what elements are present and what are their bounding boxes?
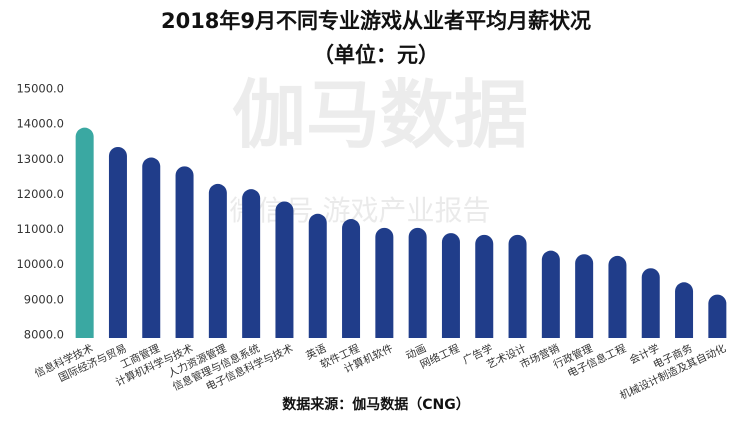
bar <box>408 227 427 338</box>
bar <box>575 254 594 338</box>
bar <box>308 213 327 338</box>
bar <box>275 201 294 338</box>
y-tick-label: 10000.0 <box>16 257 64 271</box>
y-tick-label: 14000.0 <box>16 117 64 131</box>
bar <box>75 127 94 338</box>
bar <box>675 282 694 338</box>
bar <box>708 294 727 338</box>
bar <box>208 183 227 338</box>
bar <box>342 219 361 338</box>
chart-subtitle: （单位：元） <box>313 43 439 67</box>
bar <box>375 227 394 338</box>
y-tick-label: 11000.0 <box>16 222 64 236</box>
y-tick-label: 12000.0 <box>16 187 64 201</box>
bar <box>142 157 161 338</box>
bar <box>608 255 627 338</box>
chart-title: 2018年9月不同专业游戏从业者平均月薪状况 <box>161 9 591 33</box>
watermark: 伽马数据 <box>232 73 528 159</box>
bar <box>508 234 527 338</box>
y-tick-label: 9000.0 <box>24 292 64 306</box>
y-tick-label: 15000.0 <box>16 82 64 96</box>
y-tick-label: 13000.0 <box>16 152 64 166</box>
bar <box>441 233 460 338</box>
bar <box>541 250 560 338</box>
watermark-sub: 微信号 游戏产业报告 <box>230 194 491 227</box>
y-tick-label: 8000.0 <box>24 328 64 342</box>
bar <box>242 189 261 338</box>
bar <box>641 268 660 338</box>
source-note: 数据来源：伽马数据（CNG） <box>282 396 469 413</box>
bar <box>475 234 494 338</box>
bar <box>175 166 194 338</box>
bar <box>108 146 127 338</box>
